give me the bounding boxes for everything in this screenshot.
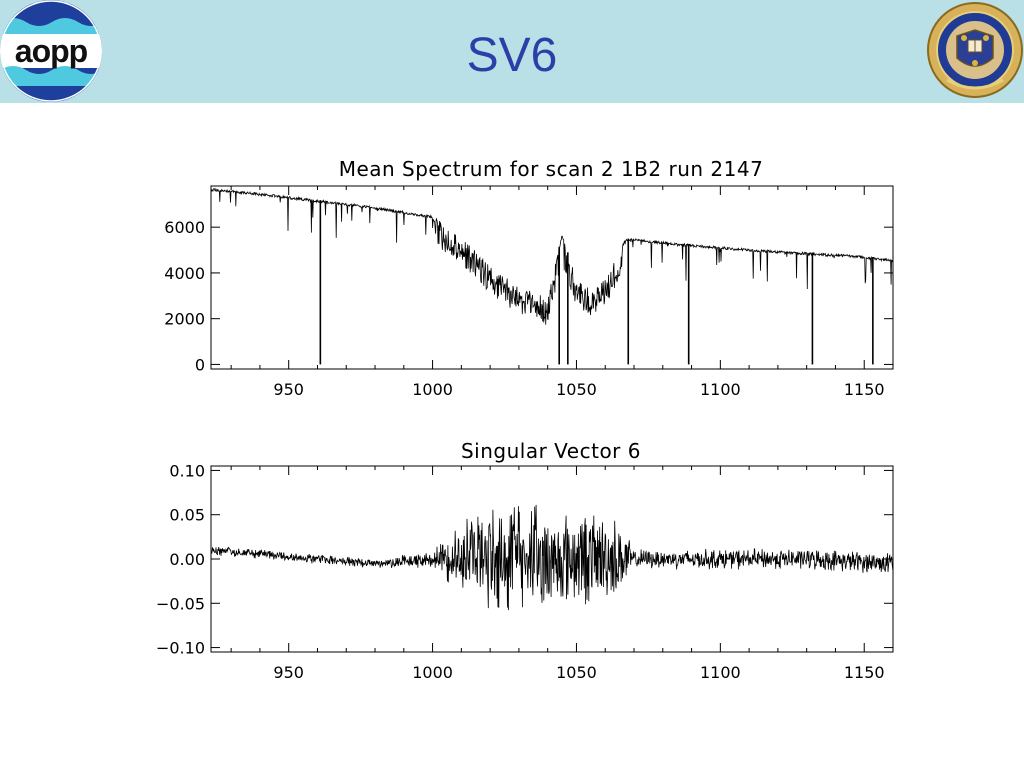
aopp-logo-text: aopp (14, 33, 88, 69)
y-tick-label: 0.10 (169, 461, 205, 480)
university-of-oxford-seal (922, 0, 1024, 103)
aopp-logo: aopp (0, 0, 106, 103)
plot-frame (210, 185, 894, 370)
slide-title: SV6 (466, 29, 558, 82)
y-tick-label: 0.00 (169, 550, 205, 569)
chart-title: Mean Spectrum for scan 2 1B2 run 2147 (339, 157, 764, 181)
y-tick-label: 0.05 (169, 506, 205, 525)
x-tick-label: 1000 (412, 663, 453, 682)
x-tick-label: 1100 (700, 663, 741, 682)
y-tick-label: 4000 (164, 264, 205, 283)
x-tick-label: 1150 (844, 663, 885, 682)
x-tick-label: 1100 (700, 380, 741, 399)
x-tick-label: 950 (273, 663, 304, 682)
y-tick-label: 6000 (164, 218, 205, 237)
slide-header (0, 0, 1024, 103)
x-tick-label: 1000 (412, 380, 453, 399)
y-tick-label: 0 (195, 355, 205, 374)
spectrum-line (210, 187, 894, 325)
x-tick-label: 950 (273, 380, 304, 399)
y-tick-label: −0.10 (156, 639, 205, 658)
x-tick-label: 1150 (844, 380, 885, 399)
singular-vector-line (210, 504, 894, 611)
chart-title: Singular Vector 6 (461, 439, 641, 463)
y-tick-label: −0.05 (156, 594, 205, 613)
x-tick-label: 1050 (556, 663, 597, 682)
y-tick-label: 2000 (164, 310, 205, 329)
x-tick-label: 1050 (556, 380, 597, 399)
